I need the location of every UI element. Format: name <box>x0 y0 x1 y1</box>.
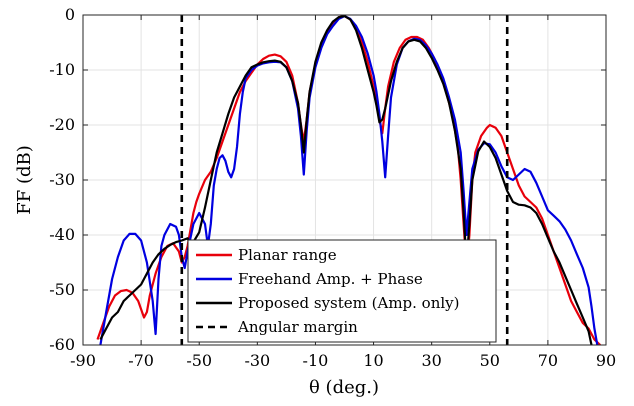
x-tick-label: 10 <box>363 351 383 370</box>
y-tick-label: -30 <box>49 170 75 189</box>
y-tick-label: -50 <box>49 280 75 299</box>
x-tick-label: 50 <box>480 351 500 370</box>
legend-label: Freehand Amp. + Phase <box>238 270 423 288</box>
tick-labels: -90 -70 -50 -30 -10 10 30 50 70 90 0 -10 -20 -30 -40 -5… <box>49 5 616 370</box>
y-tick-label: -60 <box>49 335 75 354</box>
x-tick-label: -10 <box>303 351 329 370</box>
x-tick-label: 90 <box>596 351 616 370</box>
series-line-1 <box>99 15 599 345</box>
legend: Planar range Freehand Amp. + Phase Propose… <box>187 239 497 343</box>
y-tick-label: -10 <box>49 60 75 79</box>
x-tick-label: 70 <box>538 351 558 370</box>
x-axis-label: θ (deg.) <box>309 377 379 398</box>
y-tick-label: -40 <box>49 225 75 244</box>
x-tick-label: -70 <box>128 351 154 370</box>
series-layer <box>96 15 601 345</box>
x-tick-label: -30 <box>244 351 270 370</box>
legend-label: Proposed system (Amp. only) <box>238 294 460 312</box>
x-tick-label: -90 <box>70 351 96 370</box>
legend-label: Planar range <box>238 246 337 264</box>
x-tick-label: -50 <box>186 351 212 370</box>
y-tick-label: 0 <box>65 5 75 24</box>
y-axis-label: FF (dB) <box>14 145 35 215</box>
legend-label: Angular margin <box>237 318 358 336</box>
legend-box <box>187 239 497 343</box>
x-tick-label: 30 <box>421 351 441 370</box>
y-tick-label: -20 <box>49 115 75 134</box>
